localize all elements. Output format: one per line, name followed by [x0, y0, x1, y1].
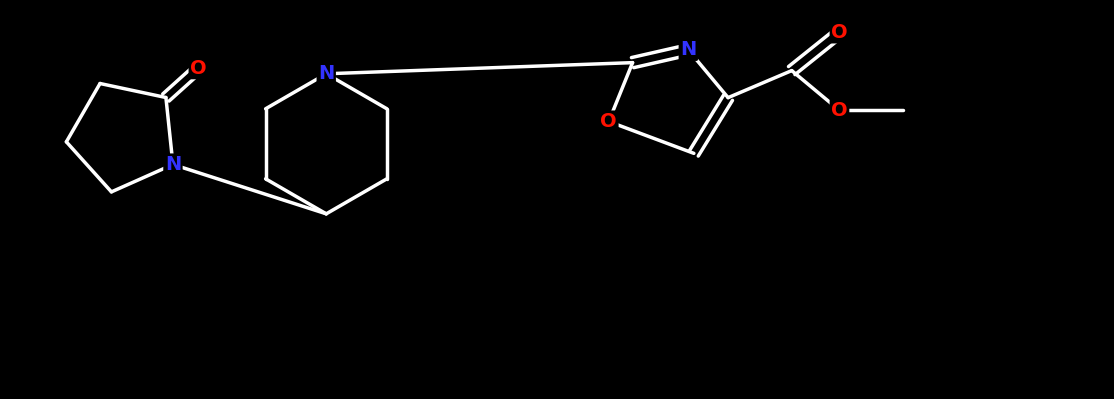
- Text: O: O: [831, 23, 848, 42]
- Text: O: O: [600, 112, 617, 131]
- Text: N: N: [165, 155, 182, 174]
- Text: O: O: [831, 101, 848, 120]
- Text: N: N: [681, 40, 696, 59]
- Text: O: O: [190, 59, 207, 78]
- Text: N: N: [319, 64, 334, 83]
